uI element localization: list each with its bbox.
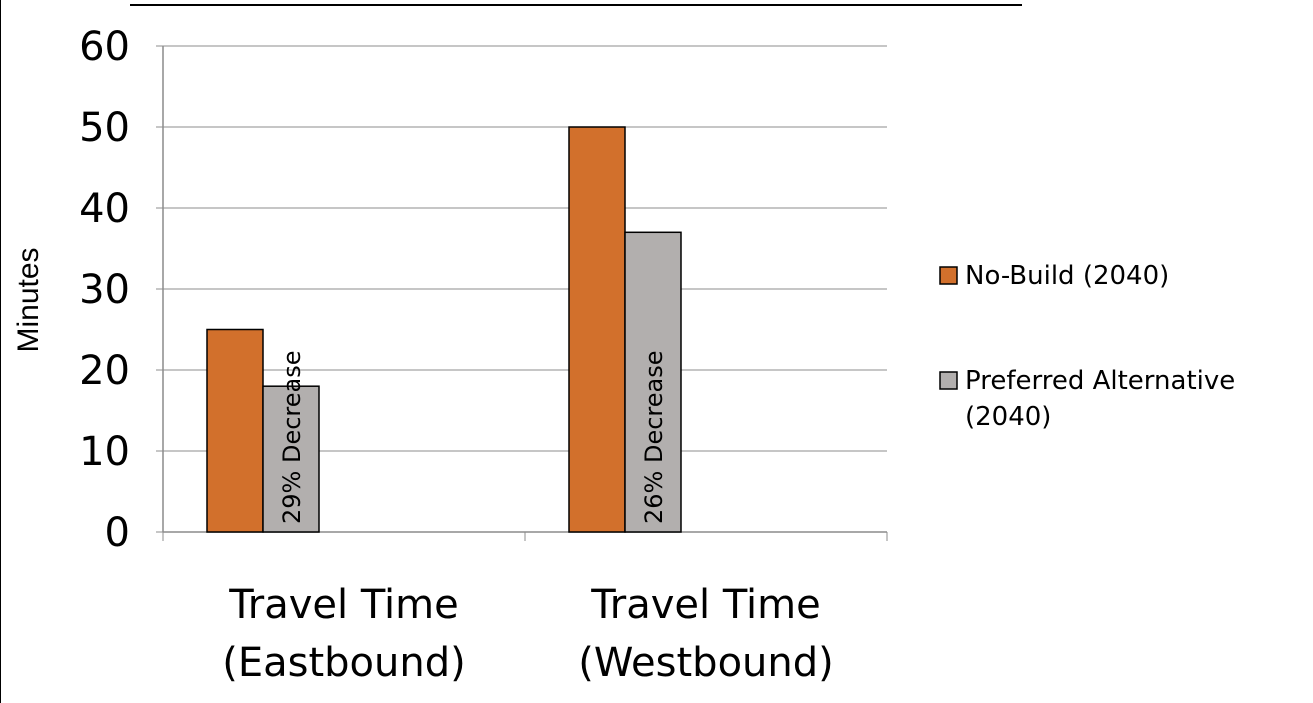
legend-label: Preferred Alternative (2040)	[965, 366, 1235, 432]
bar-annotation: 26% Decrease	[640, 351, 668, 525]
legend-swatch	[939, 266, 958, 285]
x-category-label: Travel Time (Eastbound)	[222, 582, 465, 686]
y-tick-label: 30	[79, 267, 130, 313]
bar-annotation: 29% Decrease	[278, 351, 306, 525]
bar	[568, 126, 626, 533]
y-tick-label: 20	[79, 348, 130, 394]
bar	[624, 231, 682, 533]
legend-label: No-Build (2040)	[965, 261, 1169, 291]
bar	[206, 328, 264, 533]
y-axis-title: Minutes	[12, 247, 45, 352]
legend-swatch	[939, 371, 958, 390]
chart-frame-top-border	[130, 4, 1022, 6]
chart-frame-left-border	[0, 0, 1, 703]
y-tick-label: 50	[79, 105, 130, 151]
x-category-label: Travel Time (Westbound)	[578, 582, 834, 686]
y-tick-label: 60	[79, 24, 130, 70]
y-tick-label: 10	[79, 429, 130, 475]
y-tick-label: 0	[105, 510, 130, 556]
bar	[262, 385, 320, 533]
y-tick-label: 40	[79, 186, 130, 232]
